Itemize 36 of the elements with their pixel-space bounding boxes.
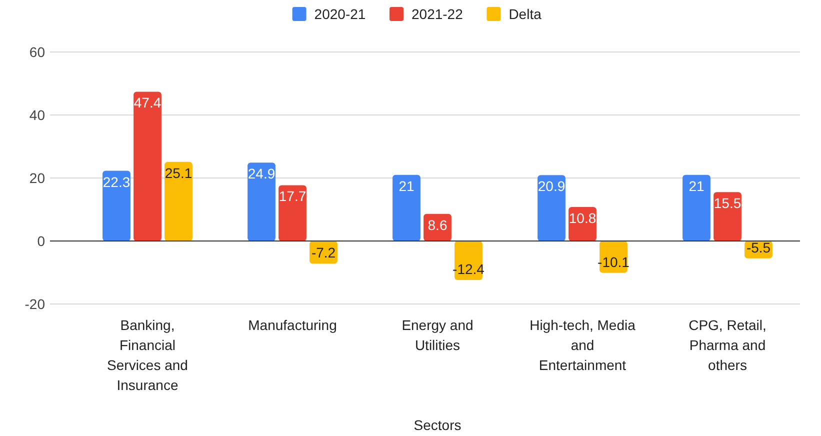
data-label: 25.1 — [164, 164, 192, 181]
bar — [538, 175, 566, 241]
bar — [682, 174, 710, 241]
bar — [134, 92, 162, 241]
y-tick-label: 0 — [37, 233, 46, 249]
data-label: 15.5 — [714, 195, 742, 212]
legend-label: 2021-22 — [412, 6, 464, 22]
bar — [102, 170, 130, 241]
bar — [278, 185, 306, 241]
data-label: 22.3 — [102, 174, 130, 190]
x-tick-label: Manufacturing — [248, 317, 337, 333]
bar — [164, 162, 192, 241]
bar — [392, 174, 420, 241]
y-tick-label: 40 — [29, 107, 46, 123]
data-label: 21 — [688, 178, 704, 194]
data-label: 24.9 — [248, 166, 276, 182]
y-tick-label: 20 — [29, 170, 46, 186]
data-label: 20.9 — [538, 178, 566, 194]
x-tick-label: High-tech, Media and Entertainment — [530, 317, 636, 373]
data-label: -7.2 — [311, 244, 336, 261]
data-label: 8.6 — [428, 216, 448, 233]
data-label: -5.5 — [746, 239, 771, 256]
y-tick-label: -20 — [24, 296, 46, 312]
data-label: 17.7 — [278, 188, 306, 204]
data-label: 47.4 — [134, 94, 162, 111]
legend-label: 2020-21 — [314, 6, 366, 22]
x-tick-label: Banking, Financial Services and Insurance — [107, 317, 188, 393]
x-tick-label: CPG, Retail, Pharma and others — [688, 317, 766, 373]
x-axis-title: Sectors — [414, 417, 462, 433]
bar — [248, 162, 276, 241]
data-label: 21 — [398, 178, 414, 194]
x-tick-label: Energy and Utilities — [402, 317, 474, 353]
data-label: 10.8 — [568, 210, 596, 226]
bar — [714, 192, 742, 241]
y-tick-label: 60 — [29, 44, 46, 60]
legend-label: Delta — [508, 6, 542, 22]
